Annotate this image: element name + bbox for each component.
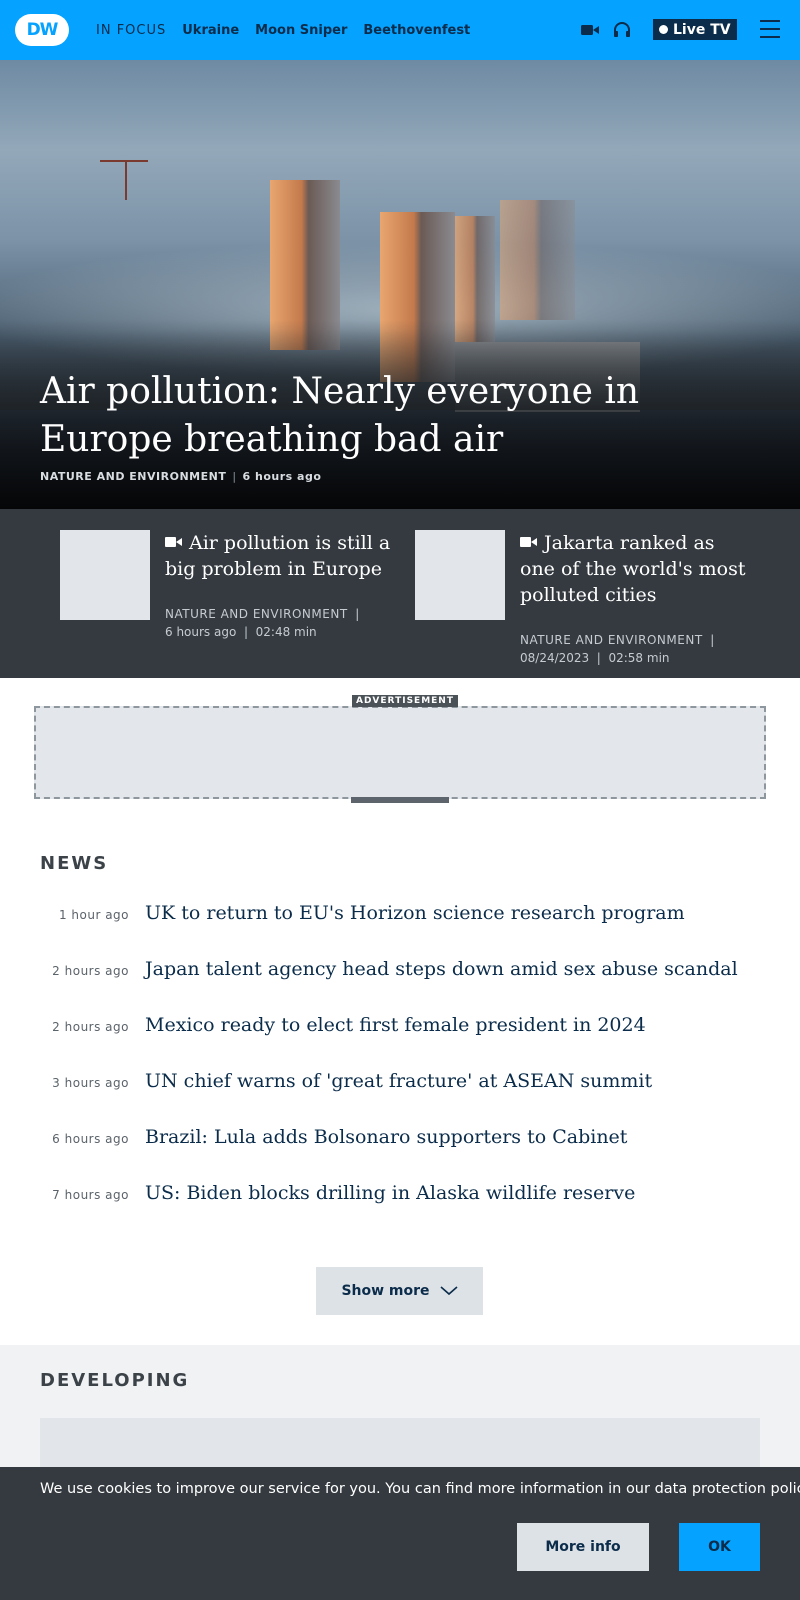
news-time: 2 hours ago: [52, 964, 129, 978]
cookie-banner: We use cookies to improve our service fo…: [0, 1467, 800, 1600]
news-item[interactable]: 2 hours ago Japan talent agency head ste…: [0, 956, 800, 996]
hero-category[interactable]: NATURE AND ENVIRONMENT: [40, 470, 227, 483]
hero-article[interactable]: Air pollution: Nearly everyone in Europe…: [0, 60, 800, 509]
news-headline[interactable]: US: Biden blocks drilling in Alaska wild…: [145, 1182, 636, 1204]
developing-section-title: DEVELOPING: [40, 1370, 190, 1391]
advertisement-slot: [34, 706, 766, 799]
teaser-card[interactable]: Jakarta ranked as one of the world's mos…: [415, 530, 746, 665]
live-tv-button[interactable]: Live TV: [653, 19, 737, 40]
menu-icon[interactable]: [760, 20, 780, 38]
news-headline[interactable]: UN chief warns of 'great fracture' at AS…: [145, 1070, 653, 1092]
teaser-thumbnail[interactable]: [415, 530, 505, 620]
teaser-title[interactable]: Jakarta ranked as one of the world's mos…: [520, 532, 746, 606]
nav-link-moon-sniper[interactable]: Moon Sniper: [255, 22, 348, 38]
dw-logo[interactable]: DW: [15, 14, 69, 46]
teaser-strip: Air pollution is still a big problem in …: [0, 509, 800, 678]
cookie-text: We use cookies to improve our service fo…: [40, 1481, 800, 1497]
ok-button[interactable]: OK: [679, 1523, 760, 1571]
news-time: 3 hours ago: [52, 1076, 129, 1090]
headphones-icon[interactable]: [612, 20, 632, 40]
news-time: 6 hours ago: [52, 1132, 129, 1146]
video-camera-icon: [520, 537, 537, 547]
nav-link-ukraine[interactable]: Ukraine: [182, 22, 240, 38]
news-headline[interactable]: UK to return to EU's Horizon science res…: [145, 902, 685, 924]
news-headline[interactable]: Brazil: Lula adds Bolsonaro supporters t…: [145, 1126, 628, 1148]
site-header: DW IN FOCUS Ukraine Moon Sniper Beethove…: [0, 0, 800, 60]
chevron-down-icon: [440, 1286, 458, 1296]
teaser-thumbnail[interactable]: [60, 530, 150, 620]
teaser-meta: NATURE AND ENVIRONMENT | 08/24/2023 | 02…: [520, 633, 715, 665]
advertisement-bar: [351, 797, 449, 803]
nav-in-focus-label: IN FOCUS: [96, 22, 167, 38]
news-item[interactable]: 6 hours ago Brazil: Lula adds Bolsonaro …: [0, 1124, 800, 1164]
video-camera-icon[interactable]: [580, 20, 600, 40]
news-time: 2 hours ago: [52, 1020, 129, 1034]
news-headline[interactable]: Mexico ready to elect first female presi…: [145, 1014, 646, 1036]
hero-title[interactable]: Air pollution: Nearly everyone in Europe…: [40, 371, 640, 460]
more-info-button[interactable]: More info: [517, 1523, 649, 1571]
news-item[interactable]: 3 hours ago UN chief warns of 'great fra…: [0, 1068, 800, 1108]
news-item[interactable]: 7 hours ago US: Biden blocks drilling in…: [0, 1180, 800, 1220]
show-more-button[interactable]: Show more: [316, 1267, 483, 1315]
advertisement-label: ADVERTISEMENT: [352, 695, 458, 707]
news-item[interactable]: 1 hour ago UK to return to EU's Horizon …: [0, 900, 800, 940]
news-headline[interactable]: Japan talent agency head steps down amid…: [145, 958, 738, 980]
top-nav: IN FOCUS Ukraine Moon Sniper Beethovenfe…: [96, 0, 470, 60]
hero-time: 6 hours ago: [242, 470, 322, 483]
video-camera-icon: [165, 537, 182, 547]
hero-meta: NATURE AND ENVIRONMENT | 6 hours ago: [40, 470, 322, 483]
live-dot-icon: [659, 25, 668, 34]
news-item[interactable]: 2 hours ago Mexico ready to elect first …: [0, 1012, 800, 1052]
news-time: 7 hours ago: [52, 1188, 129, 1202]
teaser-card[interactable]: Air pollution is still a big problem in …: [60, 530, 390, 660]
nav-link-beethovenfest[interactable]: Beethovenfest: [363, 22, 471, 38]
teaser-meta: NATURE AND ENVIRONMENT | 6 hours ago | 0…: [165, 607, 360, 639]
news-section-title: NEWS: [40, 853, 109, 874]
teaser-title[interactable]: Air pollution is still a big problem in …: [165, 532, 391, 580]
hero-image: [100, 160, 148, 162]
news-time: 1 hour ago: [58, 908, 129, 922]
